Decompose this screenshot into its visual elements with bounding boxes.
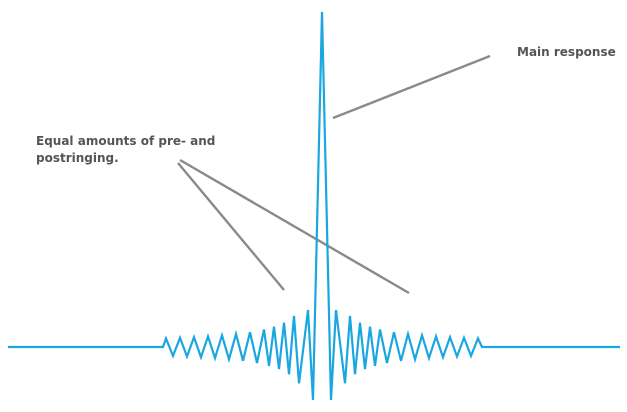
main-response-pointer [332,54,491,120]
impulse-response-waveform [8,11,620,401]
ringing-label-line1: Equal amounts of pre- and [36,134,215,148]
postringing-pointer [179,158,410,295]
preringing-pointer [177,162,285,291]
ringing-label-line2: postringing. [36,151,119,165]
main-response-label: Main response [517,45,616,59]
